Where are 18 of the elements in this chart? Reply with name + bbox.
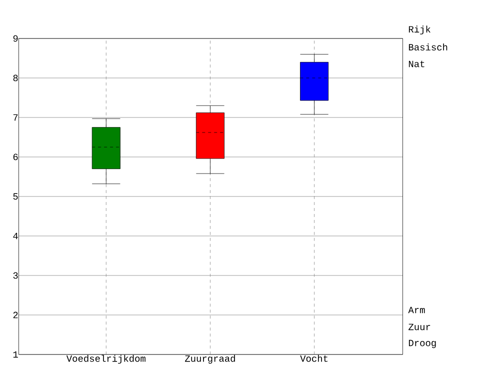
y-tick-label: 6 — [13, 154, 18, 160]
x-tick-label: Voedselrijkdom — [66, 354, 146, 364]
text: Rijk — [408, 26, 430, 35]
y-tick-label: 5 — [13, 193, 18, 200]
y-tick-label: 4 — [13, 232, 18, 240]
y-tick-label: 3 — [13, 272, 18, 279]
x-tick-label: Zuurgraad — [185, 354, 235, 364]
text: Nat — [408, 60, 424, 68]
text: Zuur — [408, 324, 430, 330]
y-tick-label: 2 — [13, 312, 18, 318]
text: Droog — [408, 340, 436, 348]
y-tick-label: 8 — [13, 74, 18, 82]
x-tick-label: Vocht — [300, 354, 328, 362]
text: Basisch — [408, 44, 448, 51]
y-tick-label: 7 — [13, 114, 18, 121]
y-tick-label: 1 — [13, 351, 18, 358]
y-tick-label: 9 — [13, 35, 18, 42]
text: Arm — [408, 306, 425, 314]
